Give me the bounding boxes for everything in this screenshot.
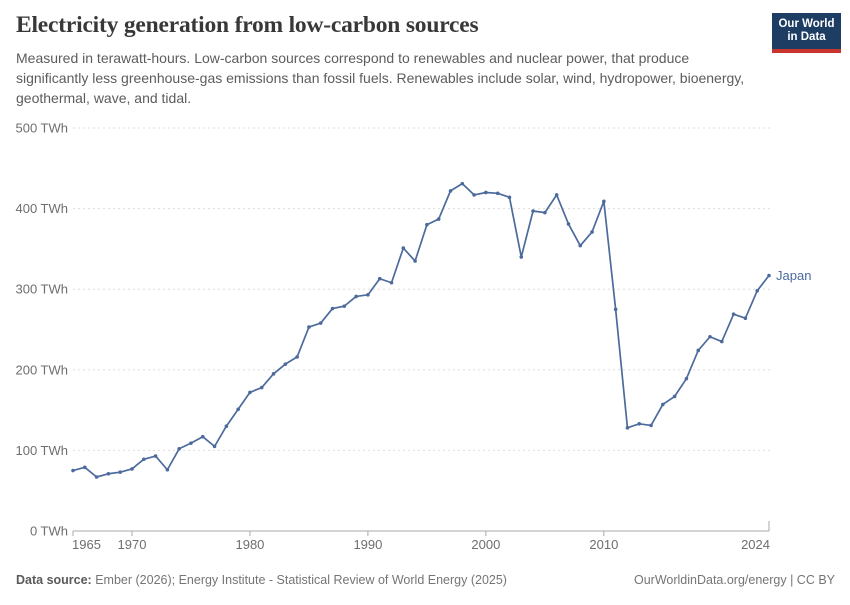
chart-header: Electricity generation from low-carbon s… [16,12,761,108]
data-line [72,182,770,478]
data-point [189,441,193,445]
data-point [460,181,465,186]
data-point [507,195,512,200]
data-point [448,189,453,193]
x-axis-label: 1965 [72,537,101,552]
x-axis-label: 2000 [471,537,500,552]
data-point [661,402,665,407]
data-point [708,334,712,339]
y-axis-label: 400 TWh [15,201,68,216]
data-point [649,423,653,428]
data-point [531,209,535,213]
data-point [637,422,642,426]
data-point [389,280,394,285]
series-end-label: Japan [776,268,811,283]
data-point [342,304,347,308]
data-point [106,471,111,476]
chart-footer: Data source: Ember (2026); Energy Instit… [16,573,835,587]
data-point [271,372,276,376]
data-point [259,385,264,390]
x-axis-label: 2010 [589,537,618,552]
data-point [767,273,771,278]
data-point [94,475,99,479]
x-axis-label: 1970 [118,537,147,552]
data-point [484,190,488,195]
y-axis-label: 300 TWh [15,282,68,297]
data-point [495,191,500,196]
data-point [425,222,429,227]
data-point [613,307,618,312]
data-point [755,289,760,293]
data-point [672,394,677,399]
data-point [625,426,630,430]
data-point [578,243,583,248]
data-point [118,470,122,474]
data-point [212,444,217,449]
data-point [684,376,689,381]
data-point [295,355,299,359]
chart-subtitle: Measured in terawatt-hours. Low-carbon s… [16,50,745,107]
data-point [354,294,358,299]
attribution: OurWorldinData.org/energy | CC BY [633,573,835,587]
data-point [141,457,146,462]
owid-logo: Our World in Data [772,13,841,53]
data-point [71,468,75,473]
data-point [696,348,701,353]
data-point [165,467,170,472]
data-point [200,434,205,439]
data-point [307,325,311,329]
data-point [413,259,417,263]
data-point [82,465,87,470]
data-point [248,390,252,395]
data-point [602,199,606,204]
data-point [543,210,547,215]
data-point [130,467,134,471]
data-point [283,362,288,366]
data-point [554,193,559,197]
page-title: Electricity generation from low-carbon s… [16,12,479,38]
data-source-text: Ember (2026); Energy Institute - Statist… [91,573,507,587]
y-axis-label: 200 TWh [15,362,68,377]
owid-logo-line1: Our World [778,17,835,30]
data-point [401,246,406,250]
data-point [720,339,724,344]
data-point [224,424,229,429]
data-point [519,255,524,259]
data-source-label: Data source: [16,573,92,587]
data-point [153,454,158,458]
owid-logo-line2: in Data [787,31,826,43]
data-point [377,276,382,281]
x-axis-label: 1980 [235,537,264,552]
data-point [318,321,323,325]
data-source-note: Data source: Ember (2026); Energy Instit… [16,573,507,587]
data-point [590,230,594,234]
data-point [566,222,571,226]
data-point [743,316,748,321]
x-axis-label: 1990 [353,537,382,552]
x-axis-label: 2024 [741,537,770,552]
data-point [366,293,370,297]
y-axis-label: 500 TWh [15,121,68,136]
data-point [472,193,476,197]
y-axis-label: 100 TWh [15,443,68,458]
y-axis-label: 0 TWh [30,524,68,539]
data-point [177,446,181,451]
data-point [236,407,240,412]
data-point [330,306,335,311]
data-point [731,312,736,316]
data-point [436,217,441,221]
